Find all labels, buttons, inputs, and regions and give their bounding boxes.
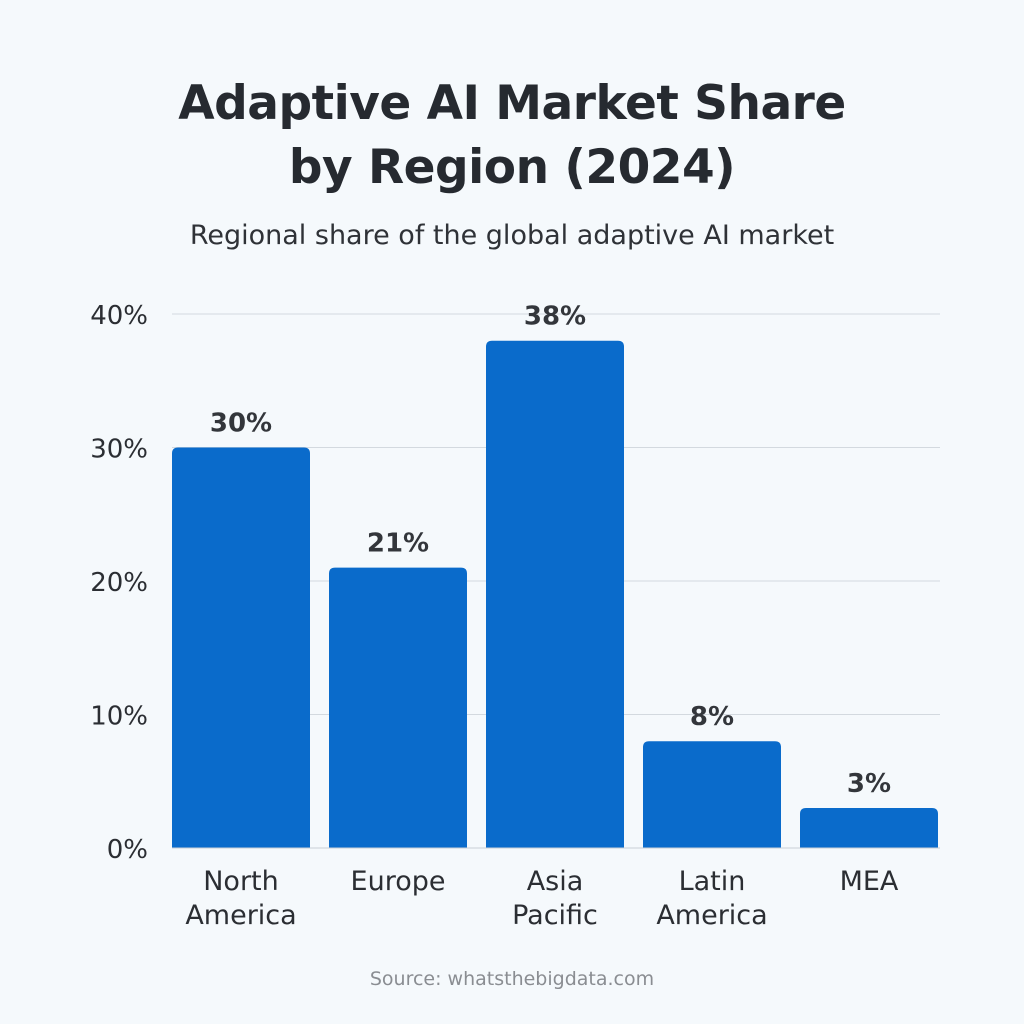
y-tick-label: 20% [90, 568, 148, 598]
x-tick-label: Latin [679, 866, 746, 897]
x-tick-label: North [203, 866, 279, 897]
y-tick-label: 30% [90, 435, 148, 465]
y-tick-label: 10% [90, 702, 148, 732]
data-label: 8% [690, 702, 734, 732]
x-tick-label: Pacific [512, 900, 598, 931]
chart-subtitle: Regional share of the global adaptive AI… [189, 220, 835, 251]
chart-title-line-2: by Region (2024) [288, 140, 736, 195]
data-label: 3% [847, 769, 891, 799]
x-tick-label: Asia [527, 866, 584, 897]
x-tick-label: America [656, 900, 767, 931]
bar [643, 741, 781, 848]
bar [486, 340, 624, 848]
chart-title: Adaptive AI Market Share by Region (2024… [0, 72, 1024, 200]
data-label: 30% [210, 409, 272, 439]
source-note: Source: whatsthebigdata.com [369, 968, 655, 990]
bar [172, 447, 310, 848]
data-label: 21% [367, 529, 429, 559]
chart-title-line-1: Adaptive AI Market Share [178, 76, 846, 131]
x-tick-label: MEA [840, 866, 899, 897]
x-tick-label: Europe [351, 866, 446, 897]
x-tick-label: America [185, 900, 296, 931]
bar [329, 567, 467, 848]
bar [800, 807, 938, 848]
data-label: 38% [524, 302, 586, 332]
y-tick-label: 40% [90, 301, 148, 331]
y-tick-label: 0% [107, 835, 148, 865]
